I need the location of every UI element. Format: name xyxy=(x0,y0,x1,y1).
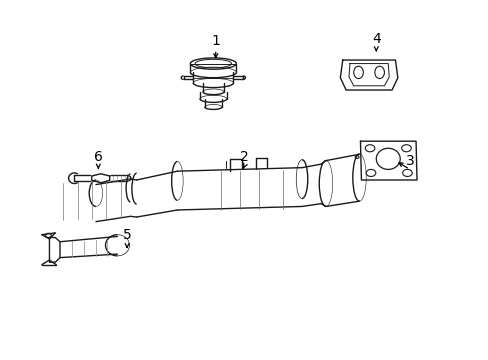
Text: 4: 4 xyxy=(371,32,380,46)
Text: 2: 2 xyxy=(240,150,248,164)
Text: 5: 5 xyxy=(122,228,131,242)
Text: 6: 6 xyxy=(94,150,102,164)
Text: 3: 3 xyxy=(405,154,413,168)
Text: 1: 1 xyxy=(211,33,220,48)
